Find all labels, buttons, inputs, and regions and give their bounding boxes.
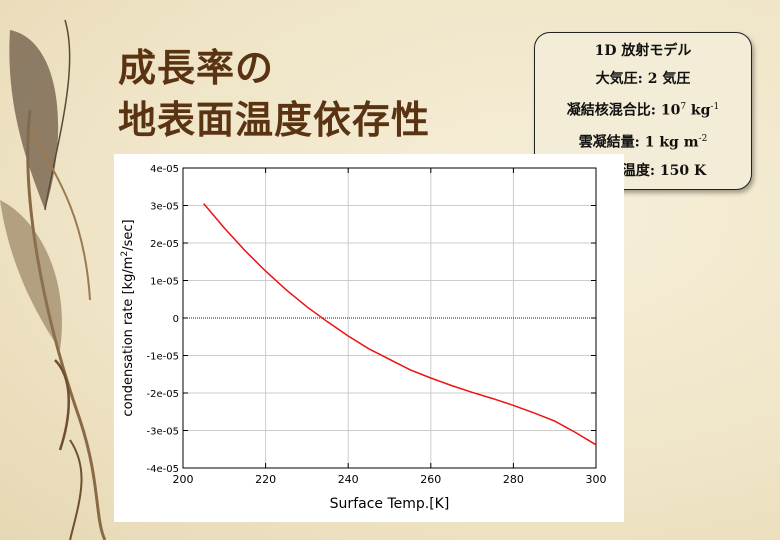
y-tick-label: 3e-05: [150, 202, 179, 213]
pressure-param: 大気圧: 2 気圧: [595, 71, 691, 88]
y-tick-label: -2e-05: [147, 389, 179, 400]
y-tick-label: -1e-05: [147, 352, 179, 363]
x-axis-label: Surface Temp.[K]: [330, 496, 450, 512]
x-tick-label: 300: [586, 473, 607, 486]
ccn-ratio-text: 凝結核混合比: 10: [566, 103, 681, 119]
cloud-condensate-param: 雲凝結量: 1 kg m-2: [579, 125, 708, 157]
y-tick-label: 2e-05: [150, 239, 179, 250]
chart-panel: 200 220 240 260 280 300 4e-05 3e-05 2e-05 1e-05 0 -…: [114, 154, 624, 522]
ccn-ratio-exp: 7: [680, 102, 687, 113]
cloud-condensate-exp: -2: [698, 134, 708, 144]
y-tick-label: -3e-05: [147, 427, 179, 438]
x-tick-label: 220: [255, 473, 276, 486]
x-tick-label: 200: [173, 473, 194, 486]
condensation-rate-chart: 200 220 240 260 280 300 4e-05 3e-05 2e-05 1e-05 0 -…: [120, 164, 607, 512]
ccn-ratio-param: 凝結核混合比: 107 kg-1: [567, 93, 719, 125]
cloud-condensate-text: 雲凝結量: 1 kg m: [578, 134, 699, 151]
x-tick-label: 280: [503, 473, 524, 486]
title-line-1: 成長率の: [118, 45, 275, 90]
title-line-2: 地表面温度依存性: [118, 97, 431, 142]
y-tick-label: 1e-05: [150, 277, 179, 288]
slide-title: 成長率の 地表面温度依存性: [118, 42, 430, 146]
y-axis-label: condensation rate [kg/m2/sec]: [120, 219, 136, 416]
ccn-ratio-unit-exp: -1: [710, 102, 720, 113]
model-name: 1D 放射モデル: [594, 43, 692, 60]
ccn-ratio-unit: kg: [686, 103, 711, 119]
y-tick-label: 0: [173, 314, 179, 325]
y-tick-label: 4e-05: [150, 164, 179, 175]
x-tick-label: 260: [420, 473, 441, 486]
y-tick-label: -4e-05: [147, 464, 179, 475]
leaf-decoration: [0, 19, 107, 540]
series-line: [203, 203, 597, 446]
x-tick-label: 240: [338, 473, 359, 486]
